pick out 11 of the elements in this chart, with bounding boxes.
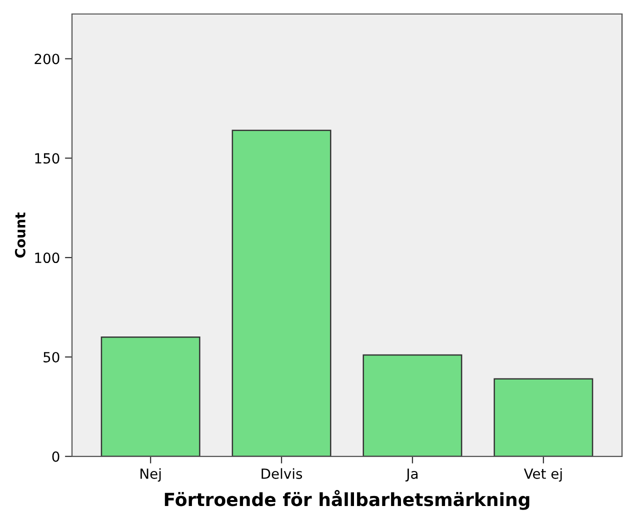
x-tick-label: Ja	[405, 468, 418, 482]
y-tick-label: 100	[35, 252, 60, 264]
y-axis-title: Count	[14, 212, 26, 258]
x-tick-label: Delvis	[262, 468, 302, 479]
y-tick-label: 200	[34, 54, 60, 64]
y-tick-label: 0	[52, 451, 60, 462]
x-tick-label: Nej	[140, 468, 161, 482]
x-axis-title: Förtroende för hållbarhetsmärkning	[164, 490, 530, 510]
x-tick-label: Vet ej	[524, 468, 562, 482]
y-tick-label: 150	[35, 153, 60, 164]
y-tick-label: 50	[44, 352, 60, 362]
